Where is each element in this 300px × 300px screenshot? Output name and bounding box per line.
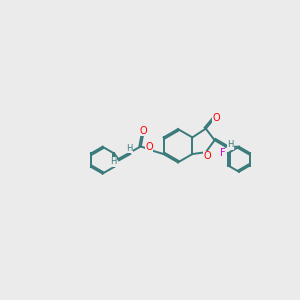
Text: O: O	[203, 152, 211, 161]
Text: O: O	[139, 126, 147, 136]
Text: H: H	[126, 144, 132, 153]
Text: O: O	[213, 113, 220, 124]
Text: O: O	[145, 142, 153, 152]
Text: F: F	[220, 148, 226, 158]
Text: H: H	[110, 157, 117, 166]
Text: H: H	[227, 140, 234, 149]
